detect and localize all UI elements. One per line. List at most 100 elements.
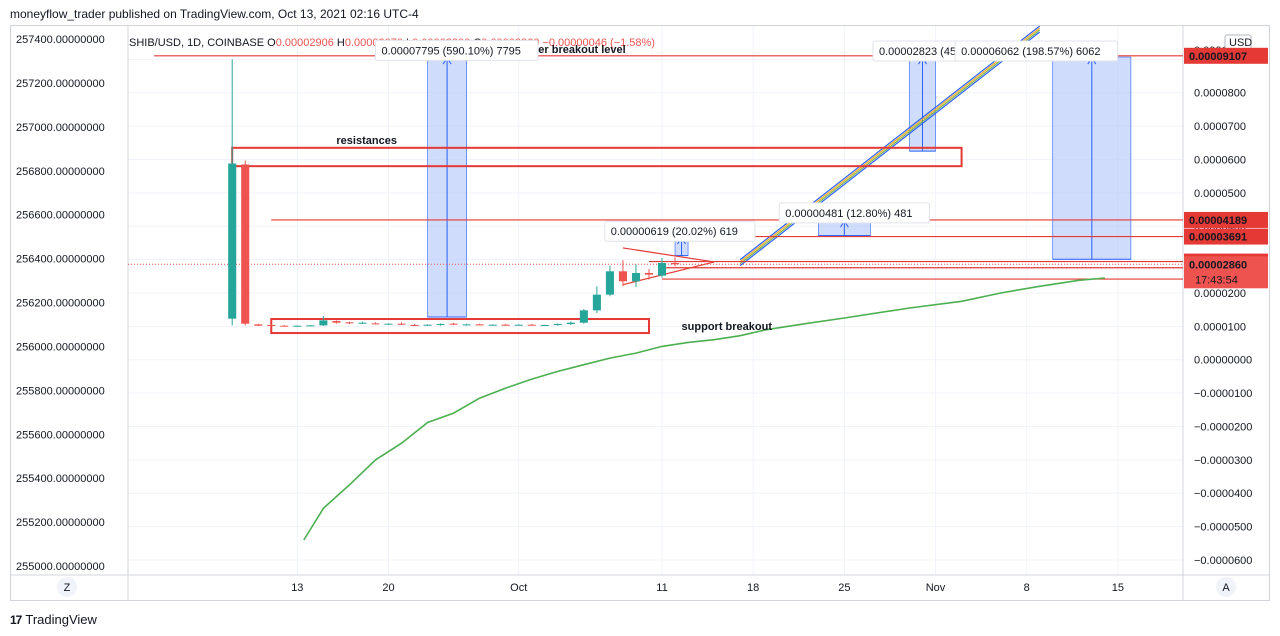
super-breakout-annotation: super breakout level — [519, 44, 626, 56]
footer-brand-text: TradingView — [25, 612, 97, 627]
currency-badge-label[interactable]: USD — [1229, 37, 1252, 49]
candle-body — [605, 271, 614, 295]
candle-body — [670, 262, 680, 265]
left-axis-tick-label: 257400.00000000 — [16, 34, 105, 46]
candle-body — [631, 272, 641, 282]
measurement-label-box — [374, 39, 539, 61]
candle-body — [618, 271, 627, 282]
time-axis-tick-label: 13 — [291, 582, 303, 594]
right-axis-tick-label: 0.0000800 — [1194, 88, 1246, 100]
right-axis-tick-label: 0.0000200 — [1194, 288, 1246, 300]
candle-body — [462, 324, 471, 326]
left-axis-tick-label: 257200.00000000 — [16, 78, 105, 90]
time-axis-tick-label: Nov — [926, 582, 946, 594]
price-level-badge — [1184, 211, 1268, 228]
triangle-upper-line — [622, 247, 715, 263]
time-axis-tick-label: 8 — [1024, 582, 1030, 594]
candle-body — [267, 325, 276, 327]
candle-body — [371, 323, 380, 325]
auto-scale-right-label: A — [1222, 582, 1230, 594]
left-axis-tick-label: 257000.00000000 — [16, 122, 105, 134]
time-axis-tick-label: 18 — [747, 582, 759, 594]
candle-body — [397, 323, 406, 325]
time-axis-tick-label: 11 — [656, 582, 667, 594]
plot-area — [128, 26, 1183, 575]
measurement-label: 0.00007795 (590.10%) 7795 — [381, 45, 520, 57]
candle-body — [228, 163, 237, 319]
left-axis-tick-label: 255800.00000000 — [16, 385, 105, 397]
measurement-label-box — [954, 40, 1119, 62]
candle-body — [345, 322, 354, 324]
candle-body — [280, 325, 289, 327]
left-axis-tick-label: 255600.00000000 — [16, 429, 105, 441]
candle-body — [527, 324, 536, 326]
right-axis-tick-label: 0.00000000 — [1194, 355, 1252, 367]
candle-body — [488, 324, 497, 326]
right-axis-tick-label: −0.0000200 — [1194, 421, 1252, 433]
candle-countdown-label: 17:43:54 — [1195, 274, 1238, 286]
price-level-badge-label: 0.00004189 — [1189, 215, 1247, 227]
left-axis-tick-label: 255000.00000000 — [16, 561, 105, 573]
left-axis-tick-label: 256600.00000000 — [16, 210, 105, 222]
moving-average-line — [303, 277, 1105, 541]
candle-body — [293, 325, 302, 327]
price-level-badge — [1184, 47, 1268, 64]
candle-body — [501, 324, 510, 326]
left-axis-tick-label: 255400.00000000 — [16, 473, 105, 485]
price-level-badge-label: 0.00003691 — [1189, 232, 1247, 244]
right-axis-tick-label: −0.0000600 — [1194, 555, 1252, 567]
right-axis-tick-label: −0.0000400 — [1194, 488, 1252, 500]
right-axis-tick-label: −0.0000500 — [1194, 522, 1252, 534]
measurement-label-box — [604, 220, 756, 242]
measurement-label: 0.00000481 (12.80%) 481 — [785, 208, 912, 220]
measurement-label: 0.00006062 (198.57%) 6062 — [961, 46, 1100, 58]
right-axis-tick-label: −0.0000100 — [1194, 388, 1252, 400]
candle-body — [358, 322, 367, 324]
candle-body — [657, 262, 667, 276]
right-axis-tick-label: −0.0000300 — [1194, 455, 1252, 467]
price-chart[interactable]: 257400.00000000 257200.00000000 257000.000… — [11, 26, 1269, 600]
left-axis-tick-label: 256800.00000000 — [16, 166, 105, 178]
auto-scale-left-button[interactable] — [57, 577, 77, 597]
publish-header: moneyflow_trader published on TradingVie… — [10, 7, 419, 21]
current-price-badge-label: 0.00002860 — [1189, 259, 1247, 271]
tradingview-logo-icon: 17 — [10, 612, 22, 627]
chart-frame[interactable]: 257400.00000000 257200.00000000 257000.000… — [10, 25, 1270, 601]
auto-scale-right-button[interactable] — [1216, 577, 1236, 597]
candle-body — [319, 320, 328, 326]
auto-scale-left-label: Z — [64, 582, 71, 594]
footer-brand: 17 TradingView — [10, 612, 97, 627]
time-axis-tick-label: 25 — [838, 582, 850, 594]
candle-body — [436, 324, 445, 326]
candle-body — [592, 294, 601, 311]
support-zone — [270, 318, 650, 335]
time-axis-tick-label: 20 — [382, 582, 394, 594]
candle-body — [306, 325, 315, 327]
left-axis-tick-label: 256000.00000000 — [16, 341, 105, 353]
candle-body — [475, 324, 484, 326]
left-axis-tick-label: 255200.00000000 — [16, 517, 105, 529]
breakout-channel-line — [739, 29, 1041, 265]
time-axis-tick-label: 15 — [1112, 582, 1124, 594]
candle-body — [423, 324, 432, 326]
candle-body — [449, 323, 458, 325]
current-price-badge — [1184, 256, 1268, 289]
candle-body — [553, 324, 562, 326]
support-breakout-annotation: support breakout — [682, 321, 773, 333]
right-axis-tick-label: 0.0000500 — [1194, 188, 1246, 200]
candle-body — [241, 164, 250, 324]
right-axis-tick-label: 0.0000100 — [1194, 321, 1246, 333]
candle-body — [514, 324, 523, 326]
candle-body — [384, 323, 393, 325]
candle-body — [410, 325, 419, 327]
candle-body — [540, 325, 549, 327]
time-axis-tick-label: Oct — [510, 582, 527, 594]
measurement-label-box — [778, 202, 931, 224]
left-axis-tick-label: 256200.00000000 — [16, 298, 105, 310]
price-level-badge-label: 0.00009107 — [1189, 51, 1247, 63]
right-axis-tick-label: 0.0000600 — [1194, 154, 1246, 166]
candle-body — [644, 272, 654, 275]
resistances-annotation: resistances — [336, 135, 397, 147]
measurement-label: 0.00000619 (20.02%) 619 — [611, 226, 738, 238]
candle-body — [332, 321, 341, 323]
